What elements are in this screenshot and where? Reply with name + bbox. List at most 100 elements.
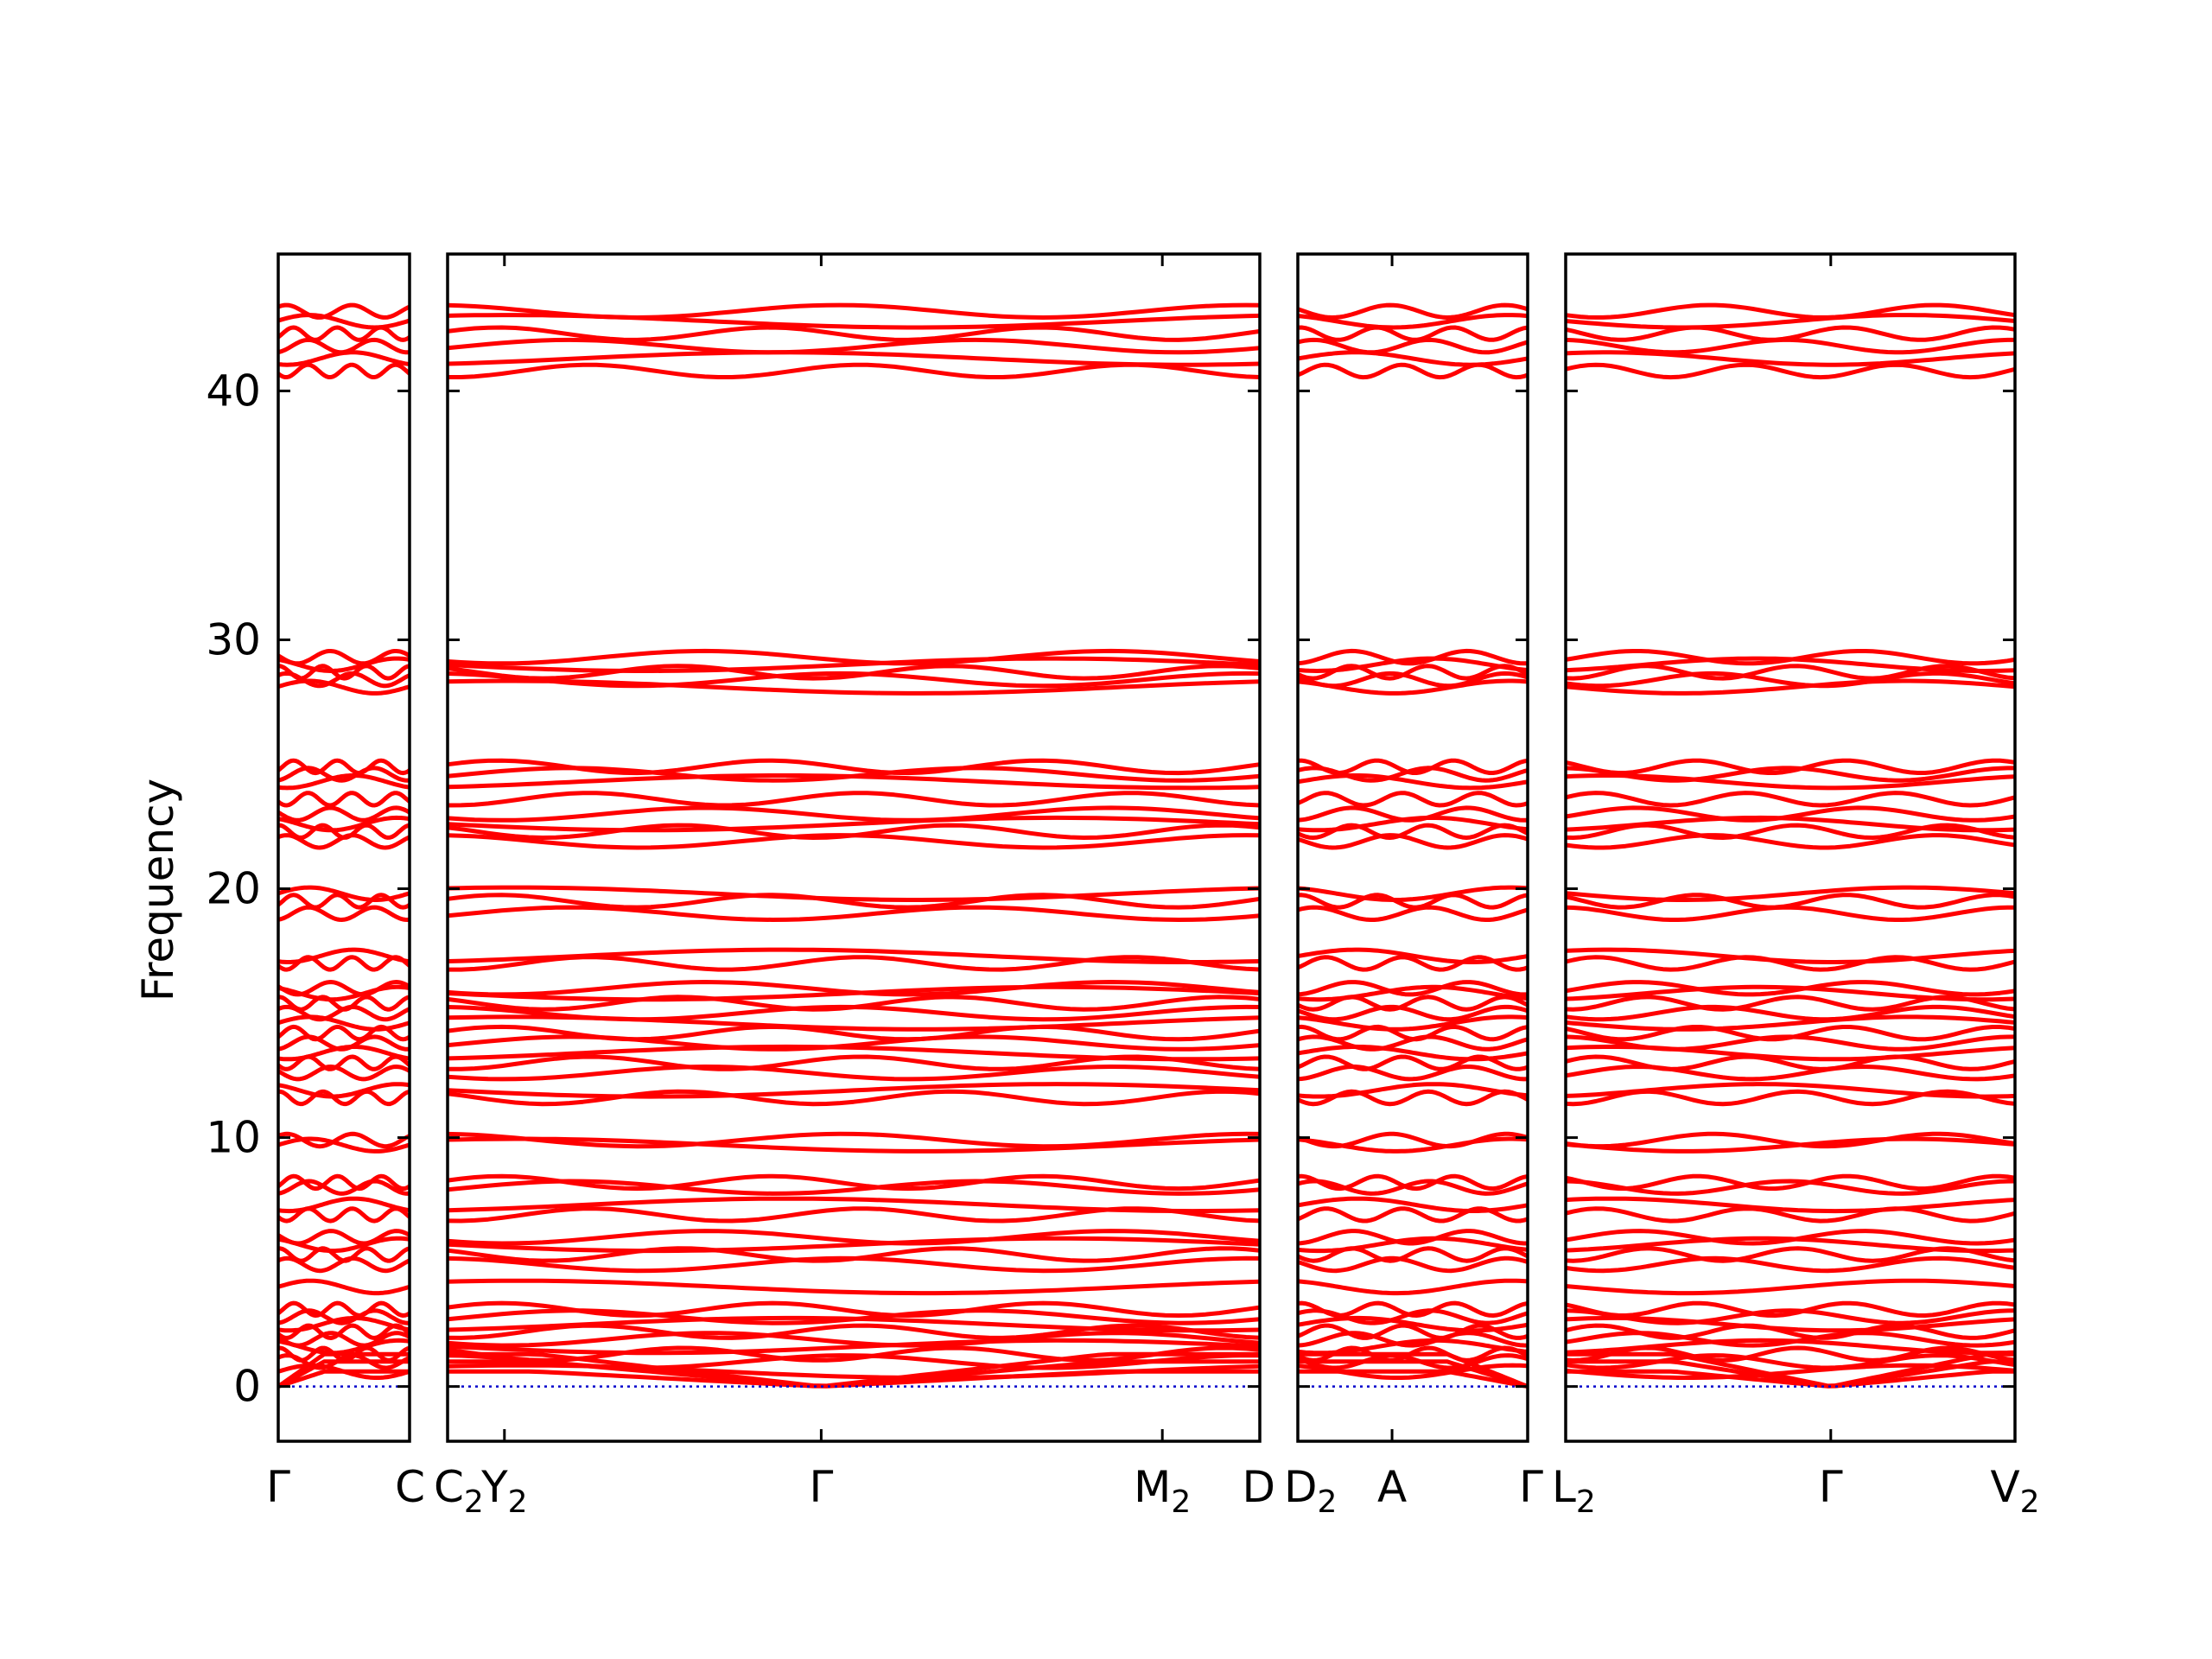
y-tick-labels: 0 10 20 30 40	[206, 365, 261, 1411]
band-line	[1297, 1044, 1529, 1062]
band-line	[1565, 678, 2016, 696]
x-tick-label: A	[1377, 1462, 1407, 1512]
band-line	[1565, 313, 2016, 330]
band-line	[447, 313, 1261, 330]
band-line	[447, 815, 1261, 833]
band-line	[277, 885, 410, 902]
band-line	[1565, 1255, 2016, 1274]
band-line	[1565, 1173, 2016, 1192]
band-line	[1565, 893, 2016, 910]
band-line	[1565, 758, 2016, 775]
acoustic-band-line	[276, 1359, 410, 1389]
band-line	[1565, 337, 2015, 355]
band-line	[1565, 1179, 2016, 1196]
band-line	[447, 1229, 1261, 1246]
band-line	[1296, 791, 1529, 808]
band-line	[447, 1338, 1261, 1356]
band-line	[1565, 649, 2016, 666]
panel-frame	[1564, 252, 2017, 1443]
band-line	[1297, 350, 1529, 367]
panel-frame	[276, 252, 411, 1443]
band-line	[1565, 1131, 2016, 1149]
band-line	[447, 823, 1261, 840]
band-line	[1297, 1024, 1529, 1042]
panel-frame	[446, 252, 1262, 1443]
band-line	[1565, 947, 2016, 964]
band-line	[1565, 302, 2016, 320]
x-tick-label: L2	[1552, 1462, 1596, 1520]
x-tick-label: Γ	[809, 1462, 833, 1512]
band-line	[277, 823, 410, 840]
band-line	[1297, 1255, 1529, 1274]
band-line	[1297, 758, 1529, 775]
band-line	[447, 1173, 1261, 1192]
x-tick-label: Y2	[480, 1462, 527, 1520]
band-line	[277, 313, 410, 330]
band-line	[276, 1173, 411, 1192]
x-tick-label: Γ	[266, 1462, 290, 1512]
band-line	[1565, 805, 2016, 823]
band-line	[277, 1131, 411, 1149]
acoustic-band-line	[276, 1351, 410, 1389]
band-line	[1297, 337, 1529, 355]
band-line	[448, 362, 1261, 379]
x-tick-label: C	[395, 1462, 425, 1512]
band-line	[1565, 885, 2016, 902]
band-line	[276, 791, 411, 808]
panel-frame	[1296, 252, 1529, 1443]
band-line	[277, 1034, 410, 1052]
band-line	[447, 1024, 1261, 1042]
band-line	[1565, 1196, 2016, 1214]
band-line	[1565, 671, 2016, 689]
band-line	[1297, 1196, 1529, 1213]
band-line	[1297, 1082, 1529, 1099]
band-line	[1297, 833, 1529, 850]
band-line	[447, 1196, 1261, 1214]
acoustic-band-line	[1566, 1351, 2015, 1389]
y-tick-label-20: 20	[206, 864, 261, 914]
band-line	[1565, 984, 2016, 1002]
band-line	[447, 885, 1261, 902]
band-line	[1565, 1025, 2016, 1042]
band-line	[447, 302, 1261, 320]
band-line	[447, 337, 1261, 355]
band-line	[1297, 1236, 1529, 1254]
band-line	[1297, 773, 1529, 791]
band-line	[447, 1278, 1261, 1296]
band-line	[1565, 1278, 2016, 1296]
band-line	[1565, 1323, 2016, 1340]
band-line	[447, 791, 1261, 808]
band-line	[447, 1179, 1261, 1196]
band-line	[277, 773, 410, 791]
acoustic-band-line	[277, 1369, 410, 1389]
y-axis-group: Frequency 0 10 20 30 40	[133, 365, 261, 1411]
band-line	[276, 325, 411, 342]
band-line	[1565, 1065, 2016, 1082]
band-line	[1297, 1315, 1529, 1333]
band-line	[276, 1206, 411, 1224]
band-line	[277, 815, 410, 833]
band-line	[1297, 1353, 1529, 1370]
band-line	[1565, 1054, 2016, 1071]
band-line	[1297, 1323, 1529, 1340]
band-line	[277, 1179, 410, 1196]
band-line	[277, 1308, 410, 1325]
band-line	[447, 893, 1261, 910]
band-line	[278, 1089, 410, 1107]
band-line	[276, 1229, 411, 1246]
band-line	[1565, 1044, 2016, 1062]
y-tick-label-30: 30	[206, 614, 261, 664]
acoustic-band-line	[1566, 1369, 2015, 1389]
band-line	[447, 656, 1261, 673]
y-axis-label: Frequency	[133, 779, 183, 1001]
x-tick-label: Γ	[1819, 1462, 1843, 1512]
band-line	[277, 1014, 410, 1032]
band-line	[447, 664, 1261, 681]
band-line	[447, 995, 1261, 1012]
acoustic-band-line	[1298, 1359, 1529, 1389]
band-line	[1297, 302, 1529, 320]
band-line	[447, 1236, 1261, 1254]
band-line	[1565, 955, 2016, 972]
band-line	[1297, 656, 1529, 673]
